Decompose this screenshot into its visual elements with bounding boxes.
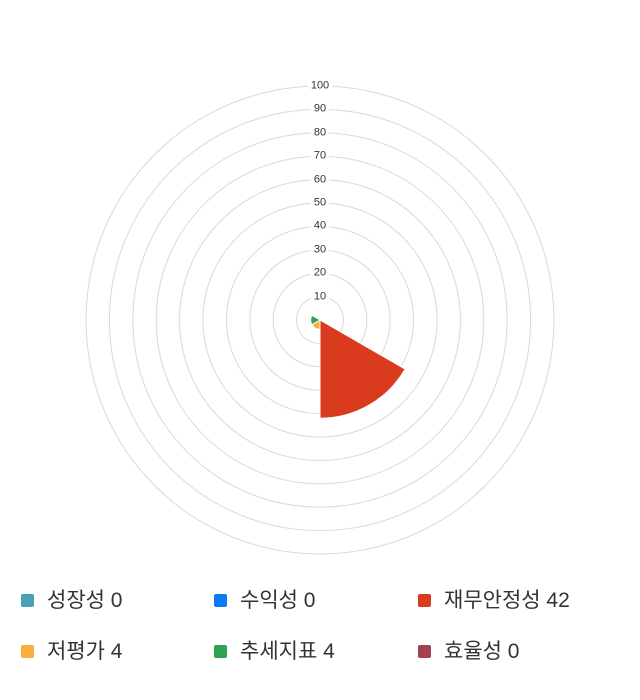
radial-tick-label-50: 50 xyxy=(310,196,330,210)
radial-tick-label-40: 40 xyxy=(310,219,330,233)
legend-swatch-icon xyxy=(21,594,34,607)
chart-wedge-5[interactable] xyxy=(310,314,321,326)
radial-tick-label-90: 90 xyxy=(310,102,330,116)
legend-item-2[interactable]: 수익성 0 xyxy=(214,588,315,613)
legend-swatch-icon xyxy=(214,645,227,658)
legend-swatch-icon xyxy=(418,594,431,607)
legend-label: 추세지표 4 xyxy=(240,640,335,663)
legend-item-4[interactable]: 저평가 4 xyxy=(21,639,122,664)
legend-swatch-icon xyxy=(214,594,227,607)
radial-tick-label-20: 20 xyxy=(310,266,330,280)
radial-tick-label-80: 80 xyxy=(310,126,330,140)
legend-label: 저평가 4 xyxy=(47,640,123,663)
legend-item-1[interactable]: 성장성 0 xyxy=(21,588,122,613)
legend-label: 재무안정성 42 xyxy=(444,589,570,612)
legend-label: 수익성 0 xyxy=(240,589,316,612)
legend-label: 효율성 0 xyxy=(444,640,520,663)
radial-tick-label-30: 30 xyxy=(310,243,330,257)
radial-tick-label-70: 70 xyxy=(310,149,330,163)
radial-tick-label-10: 10 xyxy=(310,290,330,304)
legend-swatch-icon xyxy=(21,645,34,658)
chart-wedge-3[interactable] xyxy=(319,319,406,419)
legend-item-6[interactable]: 효율성 0 xyxy=(418,639,519,664)
radial-tick-label-100: 100 xyxy=(307,79,333,93)
legend-item-5[interactable]: 추세지표 4 xyxy=(214,639,335,664)
legend-label: 성장성 0 xyxy=(47,589,123,612)
legend-item-3[interactable]: 재무안정성 42 xyxy=(418,588,570,613)
legend-swatch-icon xyxy=(418,645,431,658)
radial-tick-label-60: 60 xyxy=(310,173,330,187)
